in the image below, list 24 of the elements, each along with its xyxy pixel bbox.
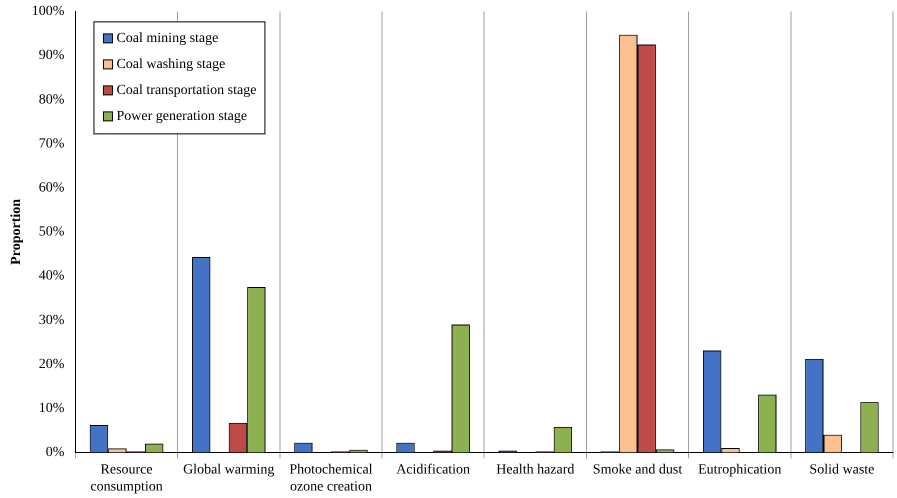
y-tick-label: 50% <box>38 224 65 240</box>
y-tick-label: 20% <box>38 356 65 372</box>
y-tick-label: 60% <box>38 180 65 196</box>
x-tick-label: Resource consumption <box>90 462 163 494</box>
x-tick-label: Solid waste <box>809 462 874 478</box>
y-tick-label: 80% <box>38 92 65 108</box>
y-tick-label: 70% <box>38 136 65 152</box>
x-tick-label: Acidification <box>396 462 470 478</box>
y-tick-label: 0% <box>46 445 65 460</box>
legend-label: Coal transportation stage <box>116 83 256 98</box>
y-axis-title: Proportion <box>9 198 24 265</box>
x-tick-label: Photochemical ozone creation <box>289 462 373 494</box>
legend-label: Power generation stage <box>116 109 248 124</box>
x-tick-label: Global warming <box>183 462 274 478</box>
x-tick-label: Smoke and dust <box>592 462 682 478</box>
y-tick-label: 30% <box>38 312 65 328</box>
y-tick-label: 100% <box>32 4 65 20</box>
x-tick-label: Eutrophication <box>698 462 782 478</box>
y-tick-label: 90% <box>38 48 65 64</box>
legend-label: Coal mining stage <box>116 31 218 46</box>
y-tick-label: 40% <box>38 268 65 284</box>
x-tick-label: Health hazard <box>496 462 574 478</box>
legend-label: Coal washing stage <box>116 57 226 72</box>
y-tick-label: 10% <box>38 400 65 416</box>
